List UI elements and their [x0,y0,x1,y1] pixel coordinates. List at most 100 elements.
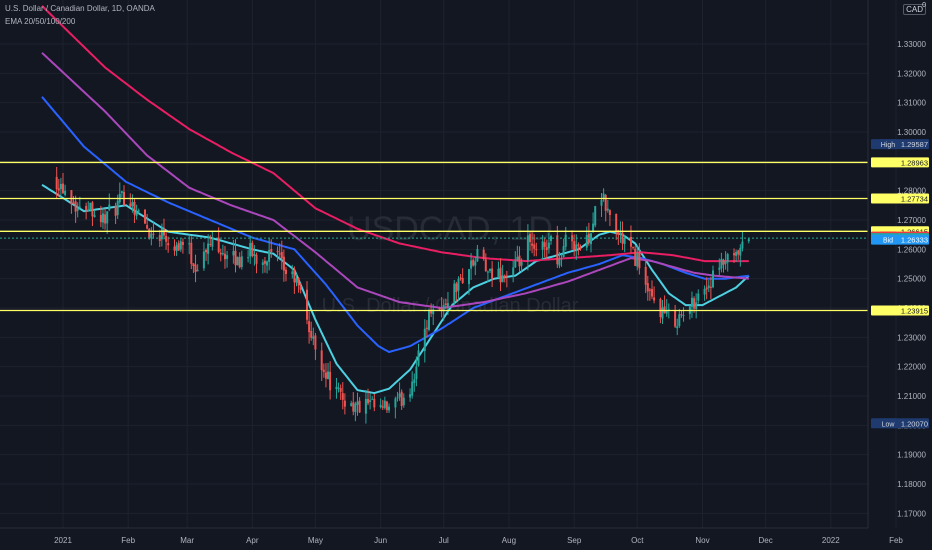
candle-body [461,278,464,283]
candle-body [99,215,102,223]
grid [0,0,897,528]
candle-body [209,243,212,245]
candle-body [499,267,502,283]
candle-body [533,244,536,249]
candle-body [310,331,313,338]
candle-body [194,264,197,273]
candle-body [106,211,109,224]
candle-body [339,388,342,392]
candle-body [423,328,426,352]
candle-body [116,200,119,216]
price-label-value: 1.26333 [901,236,928,245]
candle-body [396,397,399,399]
candle-body [74,201,77,212]
y-tick-label: 1.17000 [897,509,926,518]
candle-body [312,336,315,339]
x-tick-label: Apr [246,536,259,545]
candle-body [335,386,338,390]
candle-body [718,267,721,270]
price-label-value: 1.23915 [901,307,928,316]
x-tick-label: Jul [439,536,449,545]
candle-body [680,314,683,316]
indicator-legend[interactable]: EMA 20/50/100/200 [5,17,76,26]
x-tick-label: Jun [374,536,387,545]
candle-body [293,269,296,283]
candle-body [617,230,620,235]
candle-body [91,202,94,217]
price-label-value: 1.29587 [901,140,928,149]
candle-body [415,366,418,379]
candle-body [442,305,445,310]
candle-body [388,406,390,411]
candle-body [594,206,597,226]
candle-body [709,286,712,288]
candle-body [615,213,618,232]
ema-line-200 [41,5,749,263]
candle-body [163,229,165,236]
candle-body [411,381,414,396]
candle-body [55,176,58,190]
candle-body [697,293,700,301]
candle-body [558,259,561,266]
currency-badge[interactable]: CAD 0 [903,2,926,15]
candle-body [556,235,559,265]
x-tick-label: Dec [758,536,772,545]
candle-body [444,303,447,305]
candle-body [432,309,435,315]
candle-body [219,252,222,255]
x-tick-label: Aug [502,536,516,545]
candle-body [62,183,64,194]
candle-body [221,253,224,255]
price-label-value: 1.28963 [901,158,928,167]
candle-body [205,250,207,253]
candle-body [314,335,317,350]
candle-body [57,188,60,191]
candle-body [516,256,519,261]
candle-body [70,190,73,205]
candle-body [735,252,738,256]
candle-body [472,259,475,266]
candle-body [691,297,693,307]
candle-body [619,232,622,235]
x-tick-label: 2022 [822,536,840,545]
candle-body [385,401,388,411]
candle-body [196,269,199,272]
candle-body [64,190,67,195]
candle-body [482,249,485,259]
y-tick-label: 1.25000 [897,275,926,284]
candle-body [674,310,677,327]
candle-body [291,271,294,275]
candle-body [211,239,214,247]
candle-body [76,208,79,211]
candle-body [379,404,382,408]
candle-body [383,400,386,408]
candle-body [476,249,479,262]
horizontal-levels[interactable] [0,161,868,312]
candle-body [505,275,508,277]
price-label-tag: High [881,142,896,149]
price-label-tag: Bid [883,238,893,245]
candle-body [678,314,681,326]
candle-body [261,262,264,265]
candle-body [621,232,624,244]
candle-body [320,350,323,371]
candle-body [535,249,538,251]
candle-body [438,308,441,310]
candle-body [253,254,256,256]
price-label-tag-bg [880,234,896,245]
candle-body [373,398,376,408]
candle-body [358,400,361,413]
candle-body [133,202,136,215]
candle-body [177,243,180,251]
price-label-tag-bg [880,139,896,150]
x-tick-label: Feb [889,536,903,545]
candle-body [329,371,332,391]
candle-body [665,310,668,314]
candle-body [152,233,155,235]
candle-body [202,251,205,269]
candle-body [733,253,735,256]
y-tick-label: 1.23000 [897,333,926,342]
candle-body [417,350,420,366]
